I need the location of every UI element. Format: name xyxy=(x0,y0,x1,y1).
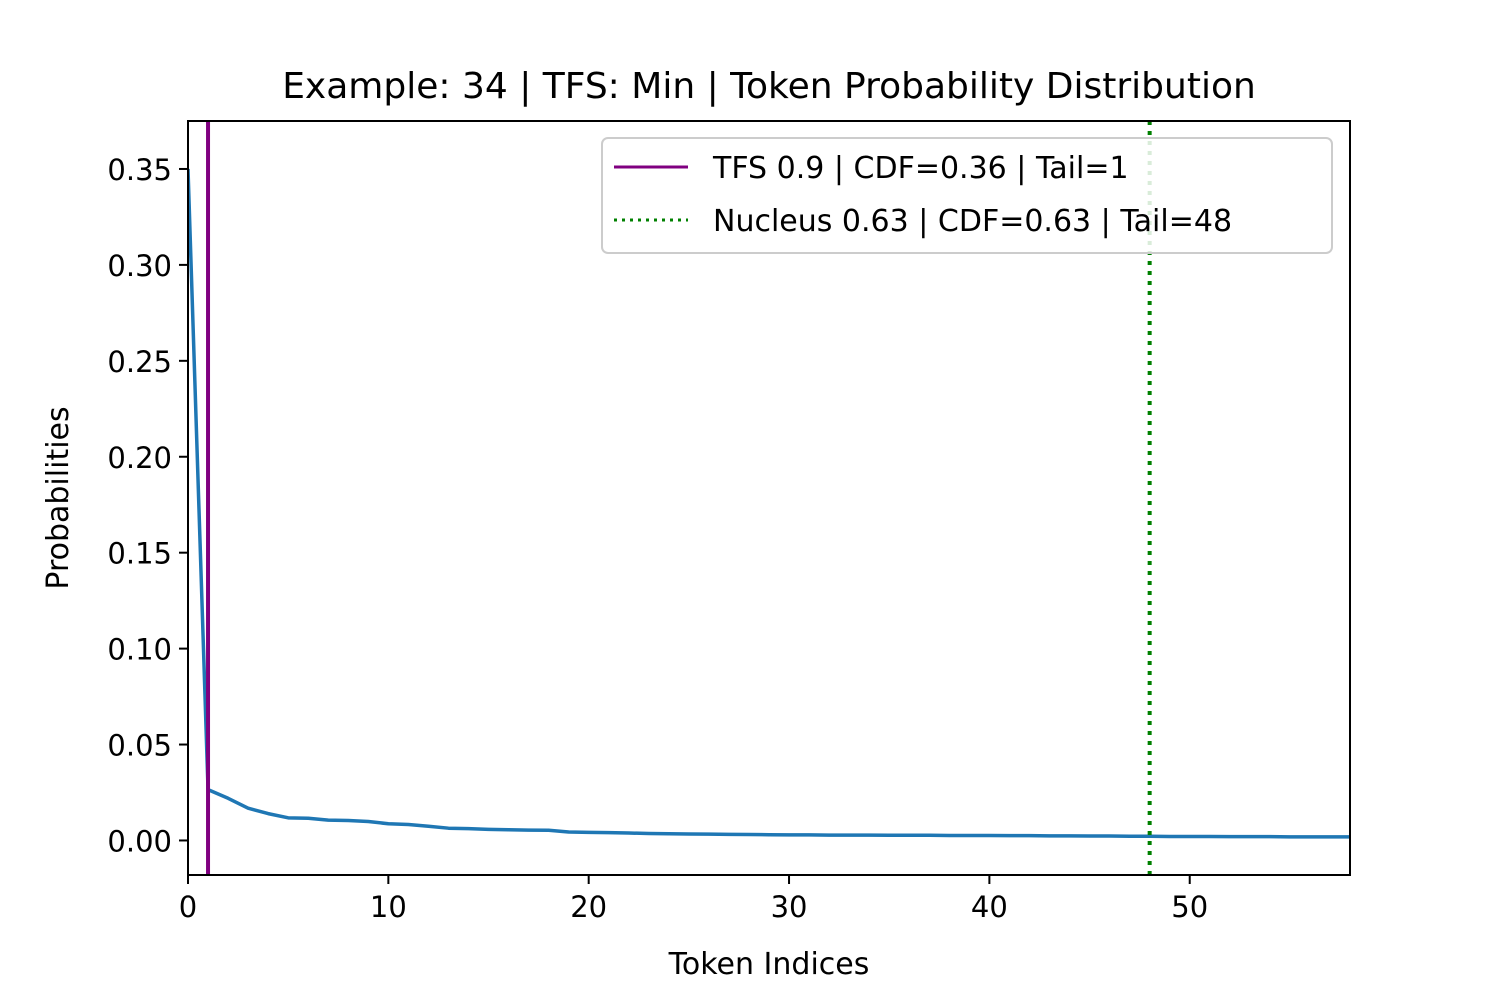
y-axis-ticks: 0.00 0.05 0.10 0.15 0.20 0.25 0.30 0.35 xyxy=(107,153,188,858)
y-tick-label: 0.20 xyxy=(107,441,172,475)
x-tick-label: 50 xyxy=(1171,890,1208,924)
y-tick-label: 0.30 xyxy=(107,249,172,283)
x-axis-label: Token Indices xyxy=(668,947,870,982)
y-tick-label: 0.10 xyxy=(107,633,172,667)
legend-box xyxy=(601,137,1333,254)
x-tick-label: 30 xyxy=(771,890,808,924)
legend-label-tfs: TFS 0.9 | CDF=0.36 | Tail=1 xyxy=(712,151,1129,186)
y-tick-label: 0.15 xyxy=(107,537,172,571)
y-axis-label: Probabilities xyxy=(41,406,76,589)
x-tick-label: 10 xyxy=(370,890,407,924)
x-tick-label: 0 xyxy=(179,890,197,924)
legend-label-nucleus: Nucleus 0.63 | CDF=0.63 | Tail=48 xyxy=(713,204,1232,239)
y-tick-label: 0.25 xyxy=(107,345,172,379)
y-tick-label: 0.35 xyxy=(107,153,172,187)
axes-frame xyxy=(187,120,1351,876)
y-tick-label: 0.00 xyxy=(107,824,172,858)
series-line-0 xyxy=(188,168,1350,839)
x-tick-label: 20 xyxy=(570,890,607,924)
y-tick-label: 0.05 xyxy=(107,729,172,763)
plot-content xyxy=(188,121,1350,875)
chart-title: Example: 34 | TFS: Min | Token Probabili… xyxy=(282,66,1256,107)
x-tick-label: 40 xyxy=(971,890,1008,924)
x-axis-ticks: 0 10 20 30 40 50 xyxy=(179,875,1208,924)
legend: TFS 0.9 | CDF=0.36 | Tail=1 Nucleus 0.63… xyxy=(601,137,1333,254)
